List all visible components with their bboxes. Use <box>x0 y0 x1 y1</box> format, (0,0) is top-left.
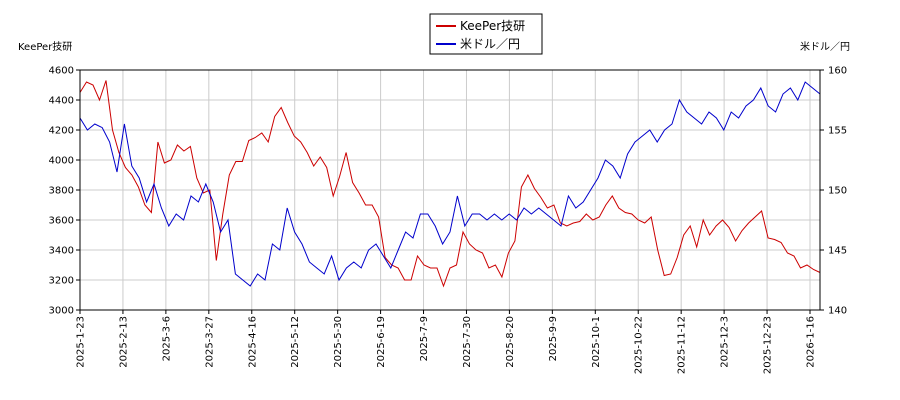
y-left-tick-label: 3200 <box>49 276 74 287</box>
y-left-tick-label: 3000 <box>49 306 74 317</box>
y-right-tick-label: 140 <box>828 306 847 317</box>
y-left-tick-label: 3800 <box>49 186 74 197</box>
x-tick-label: 2025-11-12 <box>677 316 688 374</box>
x-tick-label: 2025-5-30 <box>333 316 344 368</box>
legend-box <box>429 13 543 55</box>
x-tick-label: 2025-6-19 <box>376 316 387 368</box>
y-left-tick-label: 3600 <box>49 216 74 227</box>
x-tick-label: 2025-9-9 <box>548 316 559 361</box>
y-left-tick-label: 4200 <box>49 126 74 137</box>
x-tick-label: 2025-5-12 <box>290 316 301 368</box>
x-tick-label: 2025-10-1 <box>591 316 602 368</box>
y-left-tick-label: 4600 <box>49 66 74 77</box>
x-tick-label: 2025-7-9 <box>419 316 430 361</box>
legend: KeePer技研 米ドル／円 <box>429 13 543 55</box>
x-tick-label: 2025-8-20 <box>505 316 516 368</box>
x-tick-label: 2025-1-23 <box>76 316 87 368</box>
x-tick-label: 2025-3-27 <box>204 316 215 368</box>
x-tick-label: 2025-12-23 <box>763 316 774 374</box>
y-right-tick-label: 155 <box>828 126 847 137</box>
series-line-keeper <box>79 80 821 288</box>
y-right-axis-label: 米ドル／円 <box>800 40 850 53</box>
x-tick-label: 2025-12-3 <box>720 316 731 368</box>
x-tick-label: 2026-1-16 <box>806 316 817 368</box>
y-left-tick-label: 4000 <box>49 156 74 167</box>
x-tick-label: 2025-2-13 <box>118 316 129 368</box>
x-tick-label: 2025-3-6 <box>161 316 172 361</box>
series-layer <box>79 80 821 288</box>
x-tick-label: 2025-4-16 <box>247 316 258 368</box>
y-right-tick-label: 160 <box>828 66 847 77</box>
y-right-tick-label: 145 <box>828 246 847 257</box>
y-right-tick-label: 150 <box>828 186 847 197</box>
legend-label-keeper: KeePer技研 <box>460 19 525 33</box>
y-left-tick-label: 3400 <box>49 246 74 257</box>
y-left-axis-label: KeePer技研 <box>18 40 72 53</box>
series-line-usdjpy <box>79 81 821 287</box>
y-left-tick-label: 4400 <box>49 96 74 107</box>
legend-label-usdjpy: 米ドル／円 <box>460 37 520 51</box>
axes: 3000 3200 3400 3600 3800 4000 4200 4400 4600 140 1… <box>49 66 848 375</box>
x-tick-label: 2025-10-22 <box>634 316 645 374</box>
x-tick-label: 2025-7-30 <box>462 316 473 368</box>
